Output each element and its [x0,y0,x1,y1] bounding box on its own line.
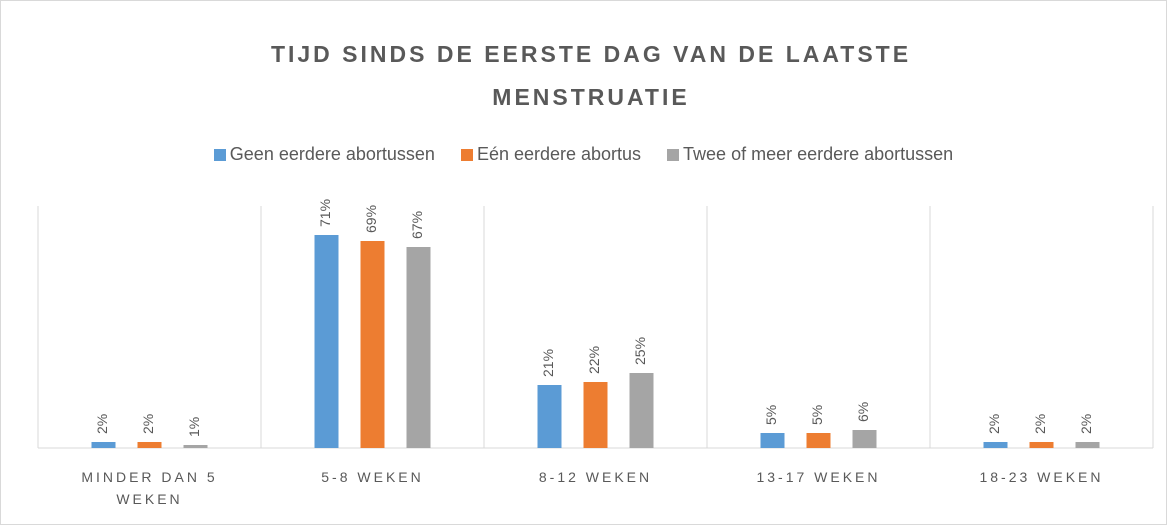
chart-title: TIJD SINDS DE EERSTE DAG VAN DE LAATSTE … [270,41,912,110]
value-label: 2% [140,414,156,434]
value-label: 1% [186,417,202,437]
bar [537,385,562,448]
bar [91,442,116,448]
bar [314,235,339,448]
x-tick-label: 5-8 WEKEN [321,469,424,485]
bar [760,433,785,448]
bar [629,373,654,448]
legend-item: Geen eerdere abortussen [213,144,435,165]
bar [806,433,831,448]
value-label: 2% [94,414,110,434]
bar [1075,442,1100,448]
value-label: 69% [363,205,379,233]
legend-swatch [213,148,226,161]
legend-swatch [460,148,473,161]
value-label: 25% [632,337,648,365]
legend-label: Eén eerdere abortus [476,144,642,164]
bar [1029,442,1054,448]
bar [406,247,431,448]
legend-label: Twee of meer eerdere abortussen [683,144,954,164]
value-label: 2% [1032,414,1048,434]
value-label: 67% [409,211,425,239]
value-label: 22% [586,346,602,374]
value-label: 21% [540,349,556,377]
legend-item: Twee of meer eerdere abortussen [667,144,953,165]
value-label: 5% [763,405,779,425]
x-tick-label: 18-23 WEKEN [979,469,1104,485]
bar [983,442,1008,448]
legend-label: Geen eerdere abortussen [229,144,435,164]
x-tick-label: MINDER DAN 5 WEKEN [81,469,218,507]
value-label: 2% [1078,414,1094,434]
bar [360,241,385,448]
legend-item: Eén eerdere abortus [460,144,642,165]
bar [852,430,877,448]
x-tick-label: 13-17 WEKEN [756,469,881,485]
legend-swatch [667,148,680,161]
bar [183,445,208,448]
legend: Geen eerdere abortussen Eén eerdere abort… [1,144,1166,165]
x-tick-label: 8-12 WEKEN [538,469,653,485]
bar [583,382,608,448]
value-label: 71% [317,199,333,227]
value-label: 5% [809,405,825,425]
value-label: 6% [855,402,871,422]
value-label: 2% [986,414,1002,434]
bar [137,442,162,448]
